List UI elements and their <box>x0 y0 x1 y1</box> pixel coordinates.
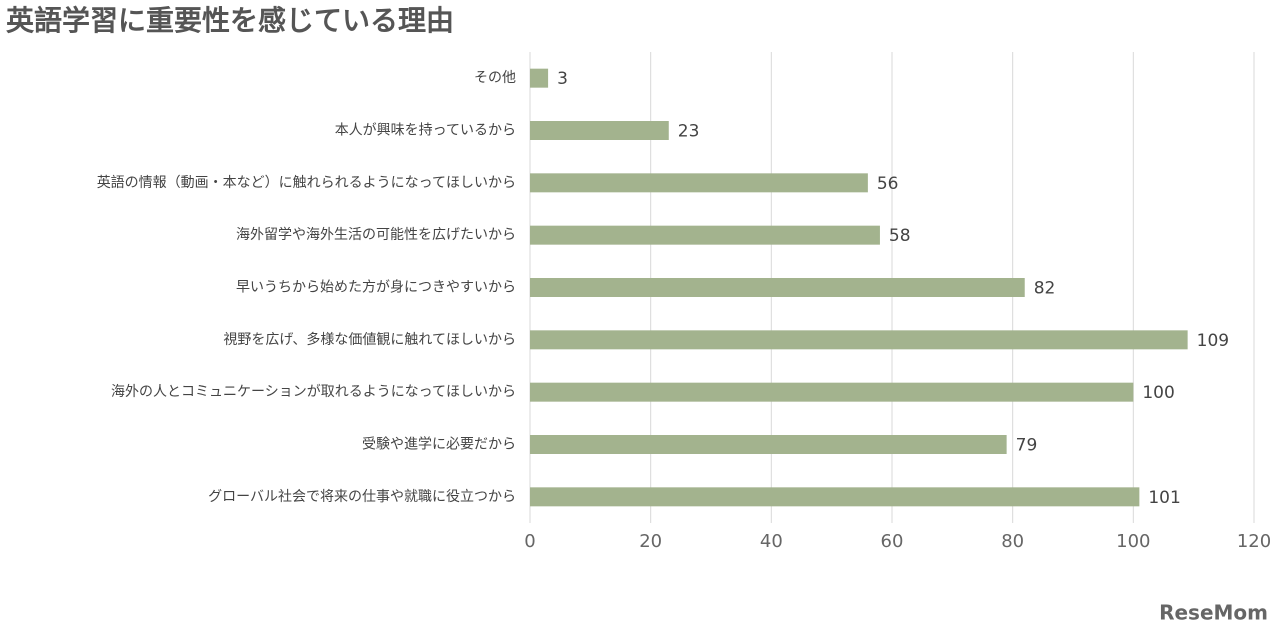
value-label: 56 <box>877 174 899 194</box>
value-label: 109 <box>1197 331 1229 351</box>
y-tick-label: その他 <box>474 70 516 86</box>
y-tick-label: 早いうちから始めた方が身につきやすいから <box>236 280 516 296</box>
bar <box>530 435 1007 454</box>
y-tick-label: 視野を広げ、多様な価値観に触れてほしいから <box>223 331 516 348</box>
chart-title: 英語学習に重要性を感じている理由 <box>6 4 454 37</box>
y-tick-label: 海外の人とコミュニケーションが取れるようになってほしいから <box>111 384 516 400</box>
value-label: 101 <box>1148 488 1180 508</box>
y-tick-label: 本人が興味を持っているから <box>335 123 516 139</box>
x-tick-label: 100 <box>1116 531 1150 552</box>
value-label: 82 <box>1034 279 1056 299</box>
bar <box>530 225 880 245</box>
y-tick-label: グローバル社会で将来の仕事や就職に役立つから <box>208 489 516 505</box>
x-tick-label: 20 <box>639 531 662 552</box>
value-label: 100 <box>1142 383 1174 403</box>
x-tick-label: 120 <box>1237 531 1271 552</box>
bar <box>530 330 1188 350</box>
x-tick-label: 60 <box>881 531 904 552</box>
y-tick-label: 海外留学や海外生活の可能性を広げたいから <box>236 227 516 243</box>
value-label: 3 <box>557 69 568 89</box>
bar <box>530 487 1140 507</box>
value-label: 58 <box>889 226 911 246</box>
bar <box>530 382 1134 402</box>
bar <box>530 68 549 88</box>
watermark: ReseMom <box>1159 601 1268 625</box>
x-tick-label: 40 <box>760 531 783 552</box>
bar <box>530 278 1025 297</box>
value-label: 79 <box>1016 436 1038 456</box>
y-tick-label: 英語の情報（動画・本など）に触れられるようになってほしいから <box>97 174 516 191</box>
value-label: 23 <box>678 122 700 142</box>
bar <box>530 121 669 140</box>
x-tick-label: 0 <box>524 531 535 552</box>
bar <box>530 173 868 193</box>
x-tick-label: 80 <box>1001 531 1024 552</box>
y-tick-label: 受験や進学に必要だから <box>362 437 516 453</box>
